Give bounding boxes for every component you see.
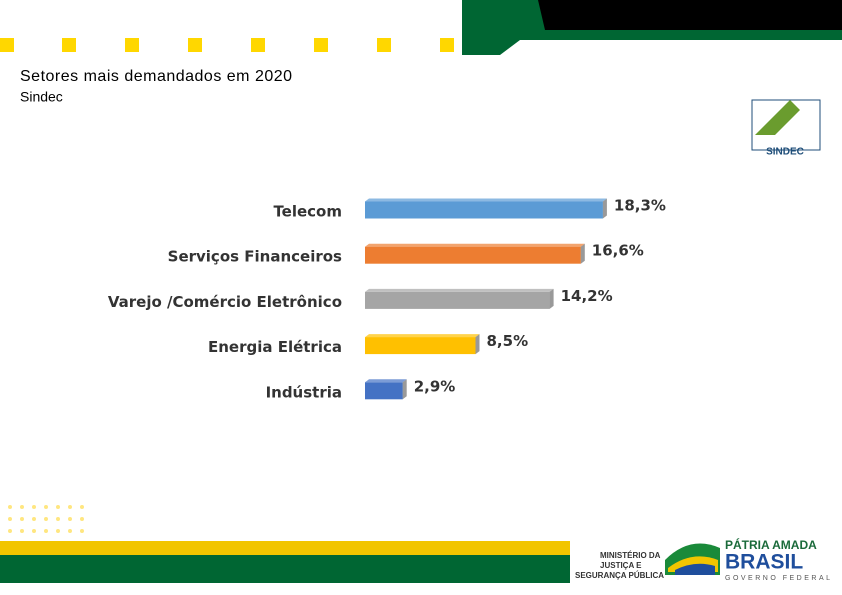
sindec-label: SINDEC: [766, 147, 804, 158]
category-label: Indústria: [266, 383, 342, 401]
value-label: 16,6%: [592, 242, 644, 260]
government: GOVERNO FEDERAL: [725, 575, 833, 582]
bar-side: [580, 243, 585, 264]
value-label: 8,5%: [487, 332, 529, 350]
ministry-line: JUSTIÇA E: [600, 561, 642, 570]
value-label: 14,2%: [561, 287, 613, 305]
bar: [365, 382, 403, 400]
bar-top: [365, 288, 554, 292]
category-label: Serviços Financeiros: [168, 248, 342, 266]
bar-side: [475, 334, 480, 355]
plot: Telecom 18,3% Serviços Financeiros 16,6% Var…: [108, 197, 666, 402]
sindec-logo: SINDEC: [751, 99, 821, 158]
chart-title: Setores mais demandados em 2020: [20, 68, 293, 85]
motto: PÁTRIA AMADA: [725, 537, 817, 552]
top-decor: [0, 0, 842, 55]
category-label: Energia Elétrica: [208, 338, 342, 356]
bar-side: [402, 379, 407, 400]
bar-top: [365, 334, 480, 338]
bar-side: [549, 288, 554, 309]
bar-top: [365, 243, 585, 247]
bar: [365, 291, 550, 309]
ministry-line: MINISTÉRIO DA: [600, 551, 661, 560]
category-label: Telecom: [273, 203, 342, 221]
chart-subtitle: Sindec: [20, 89, 63, 105]
bar-top: [365, 198, 607, 202]
bar-top: [365, 379, 407, 383]
value-label: 2,9%: [414, 377, 456, 395]
bar: [365, 337, 476, 355]
bar-side: [602, 198, 607, 219]
bottom-decor: MINISTÉRIO DA JUSTIÇA E SEGURANÇA PÚBLIC…: [0, 505, 833, 583]
category-label: Varejo /Comércio Eletrônico: [108, 293, 342, 311]
bar: [365, 246, 581, 264]
country: BRASIL: [725, 551, 803, 574]
ministry-line: SEGURANÇA PÚBLICA: [575, 571, 664, 580]
value-label: 18,3%: [614, 197, 666, 215]
bar: [365, 201, 603, 219]
